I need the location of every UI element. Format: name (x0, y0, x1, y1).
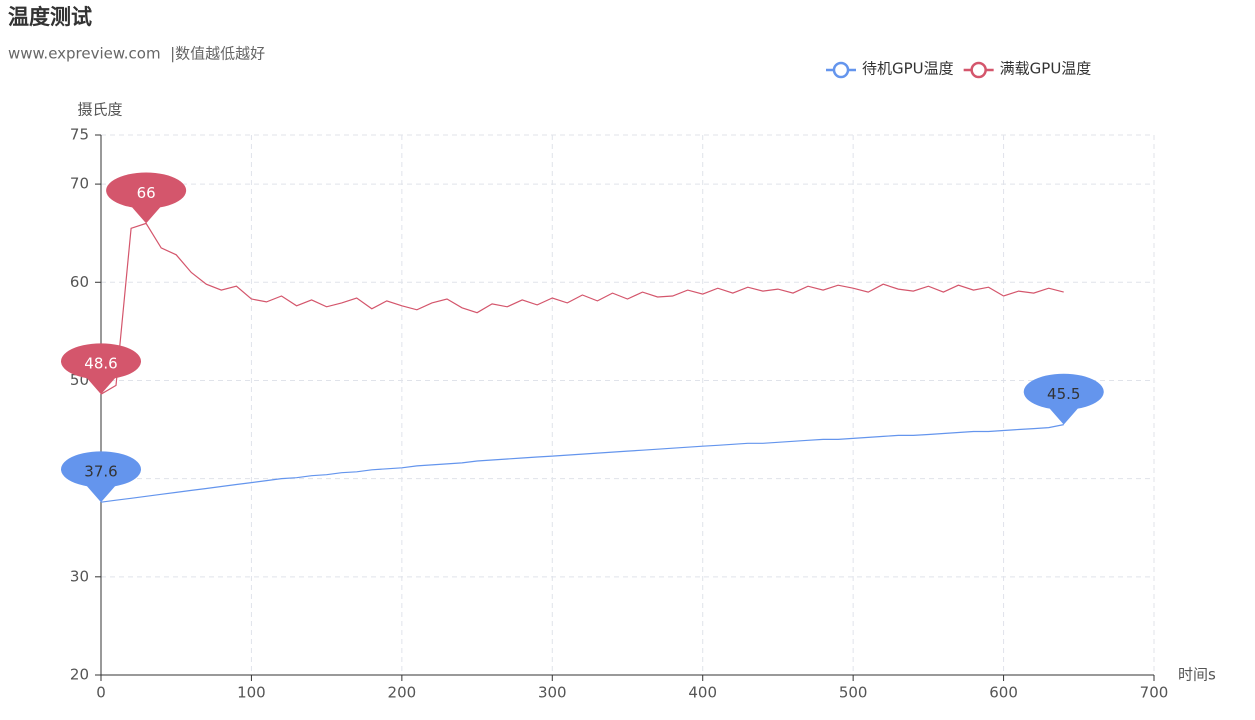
chart-subtitle: www.expreview.com |数值越低越好 (8, 45, 265, 63)
x-axis-label: 时间s (1178, 666, 1216, 684)
x-tick-label: 300 (538, 684, 567, 702)
y-tick-label: 60 (70, 273, 89, 291)
x-tick-label: 200 (388, 684, 417, 702)
mark-pin (60, 343, 141, 395)
mark-point: 45.5 (1023, 373, 1104, 425)
series-line (100, 222, 1064, 395)
mark-label: 66 (137, 184, 156, 202)
legend-icon (970, 61, 987, 79)
y-tick-label: 20 (70, 666, 89, 684)
mark-point: 66 (106, 172, 187, 224)
y-tick-label: 70 (70, 175, 89, 193)
mark-point: 48.6 (60, 343, 141, 395)
mark-label: 48.6 (84, 355, 117, 373)
legend-item: 满载GPU温度 (963, 60, 1092, 79)
x-tick-label: 400 (688, 684, 717, 702)
legend-item: 待机GPU温度 (826, 60, 954, 79)
legend-label: 满载GPU温度 (1000, 60, 1092, 78)
legend-label: 待机GPU温度 (862, 60, 954, 78)
mark-pin (1023, 373, 1104, 425)
x-tick-label: 700 (1140, 684, 1169, 702)
legend-icon (832, 61, 850, 79)
y-tick-label: 75 (70, 126, 89, 144)
mark-label: 37.6 (84, 463, 117, 481)
mark-pin (60, 451, 141, 503)
mark-label: 45.5 (1047, 385, 1080, 403)
x-tick-label: 0 (96, 684, 106, 702)
chart-title: 温度测试 (8, 5, 92, 29)
y-tick-label: 30 (70, 567, 89, 585)
series-line (100, 424, 1064, 503)
x-tick-label: 600 (989, 684, 1018, 702)
mark-pin (106, 172, 187, 224)
x-tick-label: 100 (237, 684, 266, 702)
x-tick-label: 500 (839, 684, 868, 702)
mark-point: 37.6 (60, 451, 141, 503)
y-axis-label: 摄氏度 (77, 101, 122, 119)
